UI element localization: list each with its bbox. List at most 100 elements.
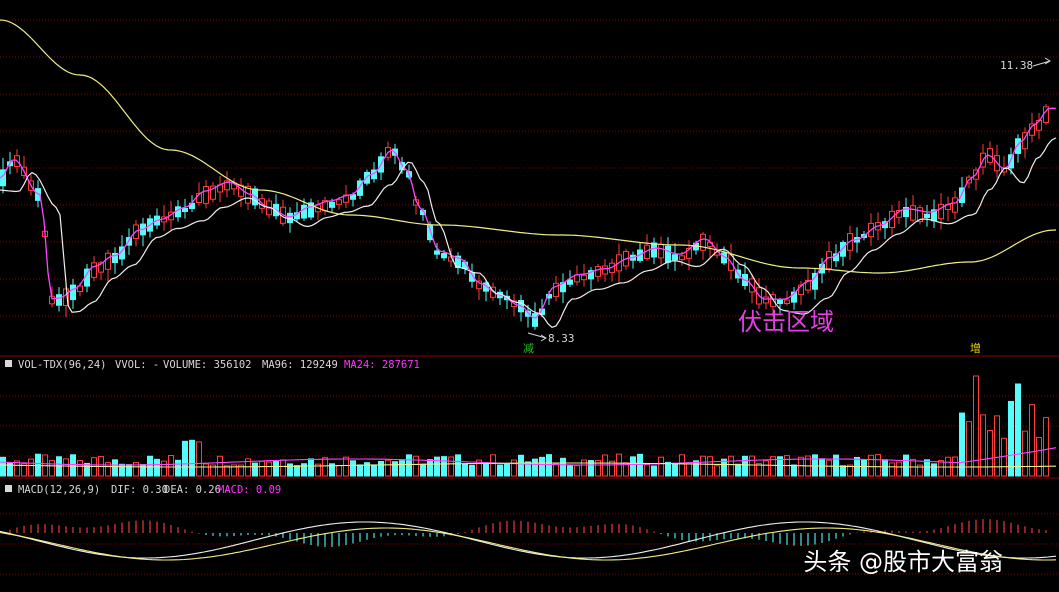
candle-body: [483, 282, 489, 292]
volume-bar: [938, 460, 944, 477]
volume-bar: [763, 460, 769, 477]
reduce-signal-marker: 减: [523, 342, 534, 355]
candle-body: [91, 262, 97, 278]
volume-bar: [497, 464, 503, 477]
macd-dif: DIF: 0.30: [111, 484, 168, 496]
volume-bar: [735, 463, 741, 477]
volume-bar: [175, 459, 181, 477]
high-price-pointer: [1032, 57, 1051, 67]
candle-body: [602, 265, 608, 275]
candle-body: [700, 233, 706, 251]
volume-bar: [371, 464, 377, 477]
volume-bar: [105, 462, 111, 477]
vol-indicator-name: VOL-TDX(96,24): [18, 359, 107, 371]
volume-bar: [525, 461, 531, 477]
macd-value: MACD: 0.09: [218, 484, 281, 496]
volume-bar: [49, 459, 55, 477]
volume-bar: [378, 460, 384, 477]
volume-bar: [658, 456, 664, 477]
volume-bar: [210, 464, 216, 477]
volume-bar: [868, 454, 874, 477]
candle-body: [1001, 167, 1007, 173]
candle-body: [203, 186, 209, 204]
candle-body: [119, 246, 125, 260]
volume-bar: [560, 457, 566, 477]
volume-bar: [1043, 417, 1049, 477]
volume-bar: [994, 415, 1000, 477]
volume-bar: [28, 458, 34, 477]
high-price-label: 11.38: [1000, 59, 1033, 72]
candle-body: [553, 282, 559, 298]
volume-bar: [861, 459, 867, 477]
volume-bar: [581, 459, 587, 477]
macd-legend-icon: [5, 485, 12, 492]
volume-bar: [595, 459, 601, 477]
volume-bar: [147, 455, 153, 477]
candle-body: [798, 284, 804, 296]
volume-bar: [63, 458, 69, 477]
candle-body: [336, 199, 342, 205]
candle-body: [567, 279, 573, 285]
candle-body: [770, 294, 776, 308]
candle-body: [833, 253, 839, 262]
volume-bar: [196, 441, 202, 477]
candle-body: [427, 224, 433, 241]
volume-bar: [889, 462, 895, 477]
candle-body: [532, 313, 538, 327]
volume-bar: [840, 465, 846, 477]
volume-bar: [483, 462, 489, 477]
vol-volume: VOLUME: 356102: [163, 359, 252, 371]
macd-indicator-name: MACD(12,26,9): [18, 484, 100, 496]
volume-panel: [0, 360, 1057, 477]
volume-bar: [511, 459, 517, 477]
volume-bar: [959, 412, 965, 477]
candle-body: [791, 291, 797, 303]
candle-body: [1015, 138, 1021, 154]
candle-body: [329, 201, 335, 208]
volume-bar: [700, 455, 706, 477]
volume-bar: [637, 453, 643, 477]
candle-body: [98, 262, 104, 273]
volume-bar: [532, 458, 538, 477]
volume-bar: [707, 456, 713, 477]
volume-bar: [266, 461, 272, 477]
volume-bar: [0, 456, 6, 477]
volume-ma24-line: [0, 447, 1057, 466]
volume-bar: [14, 460, 20, 477]
candle-body: [210, 185, 216, 200]
candle-body: [826, 251, 832, 270]
volume-bar: [21, 463, 27, 477]
volume-bar: [350, 460, 356, 477]
candle-body: [812, 272, 818, 290]
candle-body: [784, 299, 790, 304]
volume-bar: [490, 454, 496, 477]
volume-bar: [770, 456, 776, 477]
candle-body: [763, 296, 769, 304]
volume-bar: [161, 460, 167, 477]
candle-body: [903, 206, 909, 218]
volume-bar: [539, 456, 545, 477]
volume-bar: [966, 421, 972, 477]
volume-bar: [714, 465, 720, 477]
candle-body: [658, 243, 664, 259]
volume-bar: [728, 455, 734, 477]
volume-bar: [693, 460, 699, 477]
volume-bar: [308, 458, 314, 477]
grid-lines: [0, 19, 1059, 575]
volume-bar: [434, 456, 440, 477]
volume-bar: [798, 456, 804, 477]
volume-bar: [931, 463, 937, 477]
candle-body: [182, 207, 188, 213]
volume-bar: [665, 461, 671, 477]
volume-bar: [833, 454, 839, 477]
volume-bar: [336, 464, 342, 477]
volume-bar: [224, 465, 230, 477]
candle-body: [581, 274, 587, 281]
candle-body: [805, 279, 811, 291]
volume-bar: [602, 454, 608, 477]
candle-body: [924, 213, 930, 218]
volume-bar: [973, 375, 979, 477]
candle-body: [301, 204, 307, 219]
volume-bar: [518, 454, 524, 477]
volume-bar: [448, 456, 454, 477]
